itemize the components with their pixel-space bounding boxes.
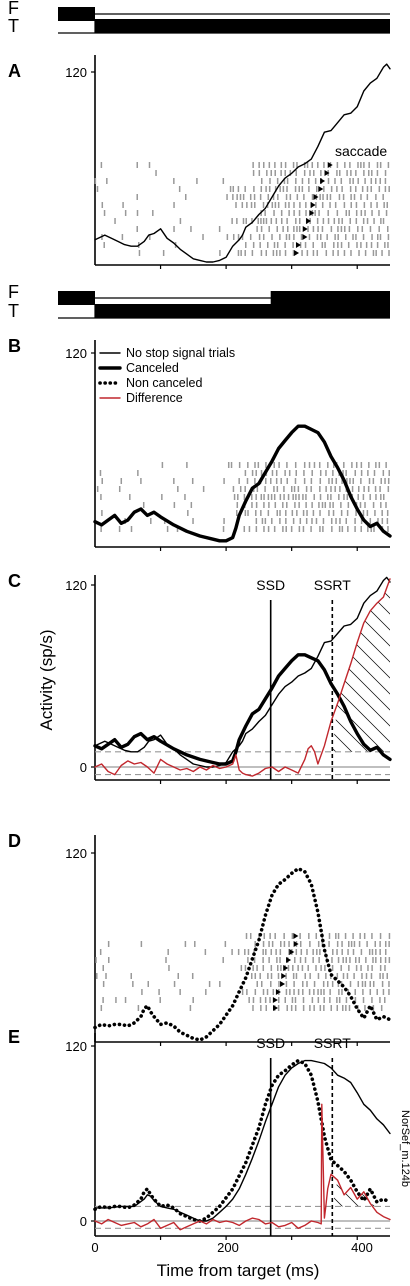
y-tick-label: 0 <box>80 760 87 775</box>
y-tick-label: 120 <box>65 346 87 361</box>
legend-label: Canceled <box>126 361 179 375</box>
saccade-markers <box>294 162 333 256</box>
series-difference <box>94 1103 391 1231</box>
saccade-marker <box>302 226 308 232</box>
saccade-marker <box>294 250 300 256</box>
series-non-canceled <box>93 1058 392 1223</box>
saccade-marker <box>306 218 312 224</box>
x-tick-label: 200 <box>217 1240 239 1255</box>
hatched-area <box>332 578 390 752</box>
fixation-on-bar <box>58 7 95 21</box>
marker-label: SSD <box>256 577 285 593</box>
saccade-marker <box>318 186 324 192</box>
saccade-marker <box>313 194 319 200</box>
saccade-marker <box>281 973 287 979</box>
timeline-label-f: F <box>8 0 19 18</box>
saccade-marker <box>289 949 295 955</box>
marker-label: SSD <box>256 1035 285 1051</box>
saccade-marker <box>272 1005 278 1011</box>
saccade-marker <box>275 989 281 995</box>
spike-raster <box>95 933 391 1011</box>
saccade-marker <box>309 210 315 216</box>
x-axis: 0 200 400 Time from target (ms) <box>91 1240 372 1280</box>
panels: A 120 saccade B 120 No stop signal trialsCanc… <box>8 55 392 1240</box>
series-no-stop-signal-trials <box>94 576 391 768</box>
legend-label: Non canceled <box>126 376 202 390</box>
series-canceled <box>93 653 392 766</box>
spike-raster <box>94 162 390 256</box>
saccade-marker <box>320 178 326 184</box>
x-tick-label: 0 <box>91 1240 98 1255</box>
saccade-marker <box>280 981 286 987</box>
series-activity <box>94 63 391 263</box>
series-non-canceled <box>93 866 392 1042</box>
saccade-marker <box>310 202 316 208</box>
timeline-label-t: T <box>8 16 19 36</box>
timeline-label-f: F <box>8 282 19 302</box>
hatched-area <box>332 1180 390 1207</box>
saccade-marker <box>293 933 299 939</box>
y-tick-label: 120 <box>65 65 87 80</box>
series-difference <box>94 578 391 777</box>
y-tick-label: 0 <box>80 1214 87 1229</box>
panel-c: C 0 120 SSD SSRT <box>8 571 392 784</box>
saccade-marker <box>283 965 289 971</box>
target-on-bar <box>95 304 390 318</box>
saccade-marker <box>302 234 308 240</box>
y-tick-label: 120 <box>65 578 87 593</box>
panel-e: E 0 120 SSD SSRT <box>8 1027 392 1240</box>
y-tick-label: 120 <box>65 1039 87 1054</box>
saccade-marker <box>295 242 301 248</box>
watermark: NorSef_m.124b <box>399 1110 410 1187</box>
panel-letter: C <box>8 571 21 591</box>
y-axis-title: Activity (sp/s) <box>37 629 56 730</box>
saccade-marker <box>293 941 299 947</box>
timeline-label-t: T <box>8 301 19 321</box>
series-activity <box>93 424 392 543</box>
x-tick-label: 400 <box>351 1240 373 1255</box>
timeline-1: FT <box>8 0 390 36</box>
legend-label: No stop signal trials <box>126 346 235 360</box>
legend-label: Difference <box>126 391 183 405</box>
annotation-saccade: saccade <box>335 143 387 159</box>
panel-d: D 120 <box>8 831 392 1046</box>
panel-letter: D <box>8 831 21 851</box>
panel-letter: E <box>8 1027 20 1047</box>
saccade-markers <box>272 933 299 1011</box>
saccade-marker <box>324 170 330 176</box>
x-axis-title: Time from target (ms) <box>157 1261 320 1280</box>
y-tick-label: 120 <box>65 846 87 861</box>
fixation-on-bar <box>270 291 390 305</box>
panel-letter: B <box>8 336 21 356</box>
saccade-marker <box>272 997 278 1003</box>
panel-letter: A <box>8 61 21 81</box>
marker-label: SSRT <box>314 577 352 593</box>
saccade-marker <box>327 162 333 168</box>
saccade-marker <box>286 957 292 963</box>
spike-raster <box>96 462 390 532</box>
panel-a: A 120 saccade <box>8 55 391 269</box>
marker-label: SSRT <box>314 1035 352 1051</box>
target-on-bar <box>95 19 390 33</box>
timeline-2: FT <box>8 282 390 321</box>
fixation-on-bar <box>58 291 95 305</box>
